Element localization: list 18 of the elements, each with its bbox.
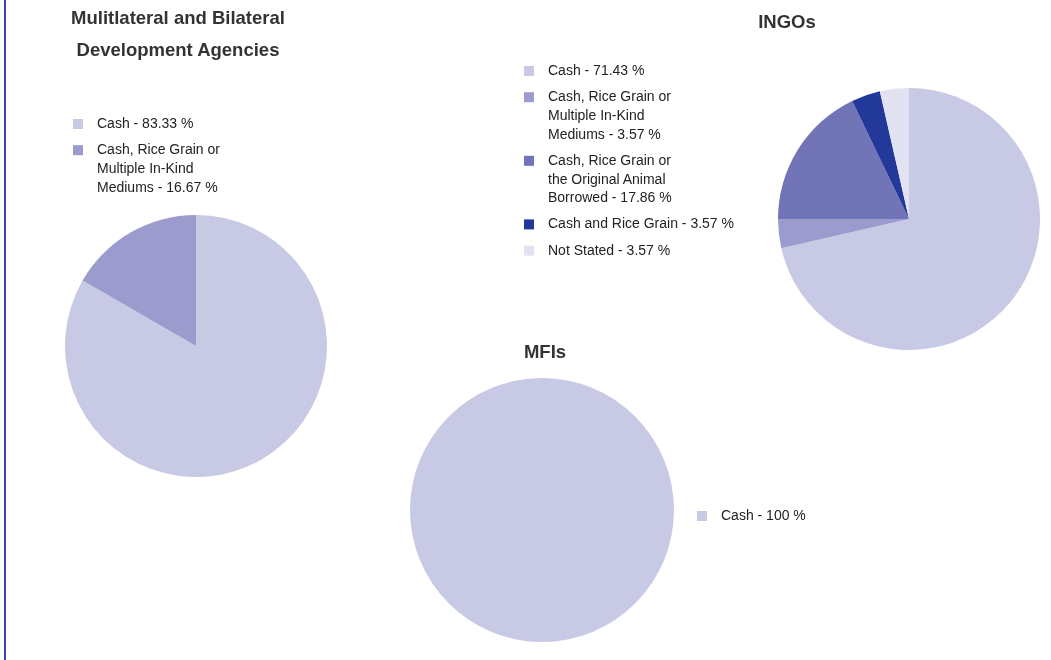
- legend-label: Not Stated - 3.57 %: [548, 241, 671, 258]
- pie-slice: [879, 88, 909, 219]
- legend-label: Cash - 83.33 %: [97, 115, 194, 131]
- legend-label: Cash - 71.43 %: [548, 62, 645, 78]
- chart-title: INGOs: [758, 11, 816, 32]
- pie-slice: [778, 219, 909, 249]
- legend-label: Cash - 100 %: [721, 507, 806, 523]
- legend-label: Cash, Rice Grain or Multiple In-Kind Mediums - 16.67 %: [97, 141, 221, 195]
- pie-slice: [778, 100, 909, 219]
- pie-slice: [82, 215, 196, 346]
- pie-slice: [65, 215, 327, 477]
- chart-title: MFIs: [523, 341, 567, 362]
- legend-label: Cash, Rice Grain or the Original Animal Borrowed - 17.86 %: [548, 151, 672, 206]
- legend-label: Cash and Rice Grain - 3.57 %: [548, 215, 734, 232]
- legend-label: Cash, Rice Grain or Multiple In-Kind Mediums - 3.57 %: [548, 88, 672, 142]
- chart-title: Mulitlateral and Bilateral Development Agencies: [71, 7, 285, 60]
- pie-slice: [852, 91, 909, 219]
- pie-slice: [781, 88, 1040, 350]
